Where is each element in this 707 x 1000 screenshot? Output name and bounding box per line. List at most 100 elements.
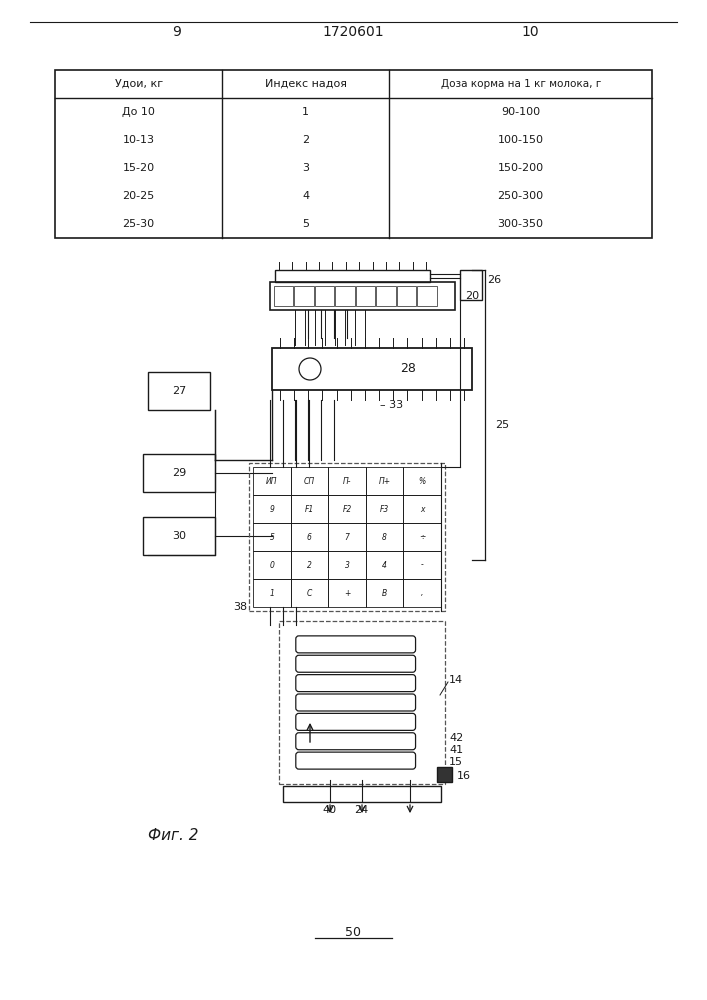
Text: 10-13: 10-13 — [122, 135, 155, 145]
Text: 16: 16 — [457, 771, 471, 781]
Text: 300-350: 300-350 — [498, 219, 544, 229]
Text: СП: СП — [304, 477, 315, 486]
Text: 15-20: 15-20 — [122, 163, 155, 173]
Text: 2: 2 — [307, 560, 312, 570]
Text: П+: П+ — [378, 477, 391, 486]
Text: %: % — [419, 477, 426, 486]
Bar — [315, 286, 334, 306]
Bar — [249, 463, 445, 611]
Bar — [328, 495, 366, 523]
Text: 4: 4 — [302, 191, 309, 201]
Bar — [366, 495, 404, 523]
Bar — [328, 579, 366, 607]
Bar — [366, 467, 404, 495]
Text: 40: 40 — [322, 805, 336, 815]
Text: F3: F3 — [380, 504, 390, 514]
Text: x: x — [420, 504, 424, 514]
Text: 25-30: 25-30 — [122, 219, 155, 229]
Bar — [270, 282, 455, 310]
Text: П-: П- — [343, 477, 351, 486]
Bar — [335, 286, 355, 306]
Text: 38: 38 — [233, 602, 247, 612]
Bar — [253, 551, 291, 579]
Text: 6: 6 — [307, 532, 312, 542]
Bar — [291, 495, 328, 523]
Text: 50: 50 — [345, 926, 361, 938]
Text: 14: 14 — [449, 675, 463, 685]
Text: 8: 8 — [382, 532, 387, 542]
Bar — [366, 551, 404, 579]
Bar — [328, 467, 366, 495]
Bar — [283, 786, 441, 802]
Text: 150-200: 150-200 — [498, 163, 544, 173]
Text: С: С — [307, 588, 312, 597]
Bar — [404, 523, 441, 551]
Bar — [291, 467, 328, 495]
Text: 20-25: 20-25 — [122, 191, 155, 201]
Text: 5: 5 — [302, 219, 309, 229]
Text: 24: 24 — [354, 805, 368, 815]
Bar — [356, 286, 375, 306]
Text: 42: 42 — [449, 733, 463, 743]
Bar — [376, 286, 396, 306]
Text: 250-300: 250-300 — [498, 191, 544, 201]
Bar — [404, 579, 441, 607]
Bar — [279, 621, 445, 784]
Text: 2: 2 — [302, 135, 309, 145]
Text: До 10: До 10 — [122, 107, 155, 117]
Text: ИП: ИП — [266, 477, 278, 486]
Text: 90-100: 90-100 — [501, 107, 540, 117]
Text: F1: F1 — [305, 504, 314, 514]
Text: Удои, кг: Удои, кг — [115, 79, 163, 89]
Text: 3: 3 — [302, 163, 309, 173]
Text: 9: 9 — [269, 504, 274, 514]
Bar — [272, 348, 472, 390]
Bar — [253, 467, 291, 495]
Bar — [328, 523, 366, 551]
Bar — [404, 551, 441, 579]
Text: 0: 0 — [269, 560, 274, 570]
Text: 3: 3 — [344, 560, 349, 570]
Bar — [328, 551, 366, 579]
Bar — [366, 523, 404, 551]
Text: ,: , — [421, 588, 423, 597]
Bar — [143, 454, 215, 492]
Text: ÷: ÷ — [419, 532, 426, 542]
Text: – 33: – 33 — [380, 400, 403, 410]
Text: 27: 27 — [172, 386, 186, 396]
Bar — [55, 70, 652, 238]
Text: Доза корма на 1 кг молока, г: Доза корма на 1 кг молока, г — [440, 79, 601, 89]
Text: 29: 29 — [172, 468, 186, 478]
Text: 15: 15 — [449, 757, 463, 767]
Bar — [148, 372, 210, 410]
Text: Индекс надоя: Индекс надоя — [264, 79, 346, 89]
Text: 1: 1 — [302, 107, 309, 117]
Bar — [437, 767, 452, 782]
Text: 9: 9 — [173, 25, 182, 39]
Text: 20: 20 — [465, 291, 479, 301]
Text: -: - — [421, 560, 423, 570]
Text: 5: 5 — [269, 532, 274, 542]
Bar — [253, 579, 291, 607]
Bar — [417, 286, 437, 306]
Text: 10: 10 — [521, 25, 539, 39]
Bar — [460, 270, 482, 300]
Bar — [253, 495, 291, 523]
Text: 41: 41 — [449, 745, 463, 755]
Text: 26: 26 — [487, 275, 501, 285]
Bar — [291, 551, 328, 579]
Bar — [366, 579, 404, 607]
Text: 100-150: 100-150 — [498, 135, 544, 145]
Text: В: В — [382, 588, 387, 597]
Text: 1720601: 1720601 — [322, 25, 384, 39]
Bar — [143, 517, 215, 555]
Bar — [291, 579, 328, 607]
Bar — [253, 523, 291, 551]
Text: 28: 28 — [400, 362, 416, 375]
Bar — [291, 523, 328, 551]
Bar — [295, 286, 314, 306]
Bar — [274, 286, 293, 306]
Text: 30: 30 — [172, 531, 186, 541]
Bar — [397, 286, 416, 306]
Bar — [404, 467, 441, 495]
